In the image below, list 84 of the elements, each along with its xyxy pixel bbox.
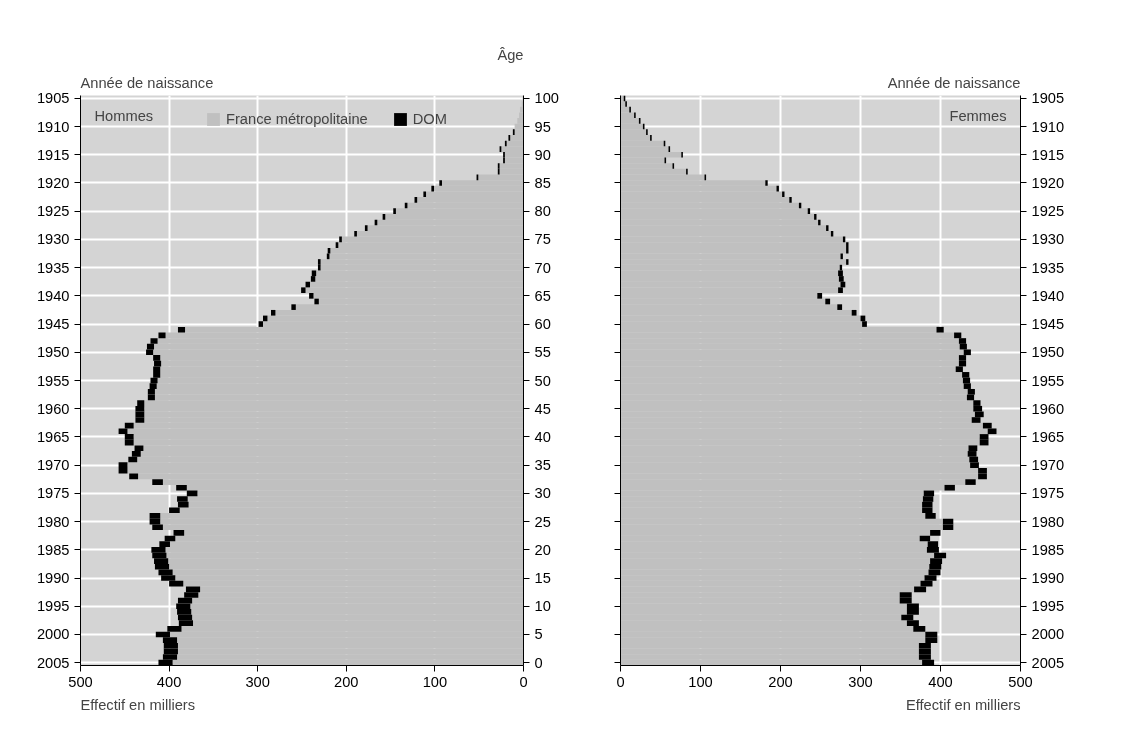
y2-tick-label: 10 xyxy=(534,598,551,615)
x-tick-label: 400 xyxy=(156,673,182,690)
y-tick-label: 1905 xyxy=(36,90,70,107)
y2-tick-label: 1915 xyxy=(1031,146,1065,163)
y2-tick-label: 1975 xyxy=(1031,485,1065,502)
x-tick-label: 0 xyxy=(616,673,625,690)
y2-tick-label: 1925 xyxy=(1031,203,1065,220)
y2-tick-label: 30 xyxy=(534,485,551,502)
y2-tick-label: 50 xyxy=(534,372,551,389)
y2-tick-label: 1965 xyxy=(1031,428,1065,445)
y2-axis-title: Âge xyxy=(497,46,524,63)
y2-tick-label: 1910 xyxy=(1031,118,1065,135)
y2-tick-label: 1990 xyxy=(1031,570,1065,587)
y2-tick-label: 2005 xyxy=(1031,654,1065,671)
y-tick-label: 1945 xyxy=(36,316,70,333)
annotation: Femmes xyxy=(949,107,1007,124)
y2-tick-label: 1955 xyxy=(1031,372,1065,389)
y2-tick-label: 1985 xyxy=(1031,541,1065,558)
x-tick-label: 200 xyxy=(334,673,359,690)
legend-label: France métropolitaine xyxy=(226,111,368,127)
y2-tick-label: 75 xyxy=(534,231,551,248)
y-tick-label: 2000 xyxy=(36,626,70,643)
y2-tick-label: 1930 xyxy=(1031,231,1065,248)
y-tick-label: 1980 xyxy=(36,513,70,530)
y2-tick-label: 2000 xyxy=(1031,626,1065,643)
y2-tick-label: 1935 xyxy=(1031,259,1065,276)
y-tick-label: 1975 xyxy=(36,485,70,502)
y-tick-label: 1930 xyxy=(36,231,70,248)
y-tick-label: 1950 xyxy=(36,344,70,361)
y2-tick-label: 1920 xyxy=(1031,174,1065,191)
y2-tick-label: 85 xyxy=(534,174,551,191)
y2-tick-label: 1960 xyxy=(1031,400,1065,417)
y2-tick-label: 45 xyxy=(534,400,551,417)
y2-tick-label: 0 xyxy=(534,654,543,671)
y-tick-label: 2005 xyxy=(36,654,70,671)
y2-tick-label: 80 xyxy=(534,203,551,220)
y-tick-label: 1970 xyxy=(36,457,70,474)
y-tick-label: 1960 xyxy=(36,400,70,417)
x-tick-label: 400 xyxy=(928,673,953,690)
y2-tick-label: 1980 xyxy=(1031,513,1065,530)
y2-tick-label: 25 xyxy=(534,513,551,530)
legend-label: DOM xyxy=(412,111,447,127)
y2-tick-label: 1950 xyxy=(1031,344,1065,361)
y2-tick-label: 1970 xyxy=(1031,457,1065,474)
y2-axis-title: Année de naissance xyxy=(887,74,1021,91)
x-tick-label: 500 xyxy=(1008,673,1033,690)
y2-tick-label: 1945 xyxy=(1031,316,1065,333)
annotation: Hommes xyxy=(94,107,154,124)
x-tick-label: 300 xyxy=(245,673,270,690)
y2-tick-label: 5 xyxy=(534,626,543,643)
y2-tick-label: 1905 xyxy=(1031,90,1065,107)
x-axis-title: Effectif en milliers xyxy=(905,696,1021,713)
y2-tick-label: 95 xyxy=(534,118,551,135)
y-tick-label: 1955 xyxy=(36,372,70,389)
y2-tick-label: 55 xyxy=(534,344,551,361)
y2-tick-label: 90 xyxy=(534,146,551,163)
y2-tick-label: 65 xyxy=(534,287,551,304)
y2-tick-label: 35 xyxy=(534,457,551,474)
x-tick-label: 100 xyxy=(422,673,448,690)
y2-tick-label: 60 xyxy=(534,316,551,333)
y2-tick-label: 1995 xyxy=(1031,598,1065,615)
x-tick-label: 200 xyxy=(768,673,793,690)
y2-tick-label: 40 xyxy=(534,428,551,445)
y-tick-label: 1915 xyxy=(36,146,70,163)
y2-tick-label: 100 xyxy=(534,90,559,107)
y-tick-label: 1925 xyxy=(36,203,70,220)
y2-tick-label: 15 xyxy=(534,570,551,587)
x-tick-label: 300 xyxy=(848,673,873,690)
y-tick-label: 1920 xyxy=(36,174,70,191)
y-tick-label: 1910 xyxy=(36,118,70,135)
y-tick-label: 1985 xyxy=(36,541,70,558)
y-tick-label: 1990 xyxy=(36,570,70,587)
y-tick-label: 1940 xyxy=(36,287,70,304)
y2-tick-label: 70 xyxy=(534,259,551,276)
y2-tick-label: 20 xyxy=(534,541,551,558)
y2-tick-label: 1940 xyxy=(1031,287,1065,304)
x-tick-label: 500 xyxy=(68,673,93,690)
x-axis-title: Effectif en milliers xyxy=(80,696,196,713)
y-tick-label: 1995 xyxy=(36,598,70,615)
y-tick-label: 1965 xyxy=(36,428,70,445)
x-tick-label: 0 xyxy=(519,673,528,690)
y-axis-title: Année de naissance xyxy=(80,74,214,91)
x-tick-label: 100 xyxy=(688,673,713,690)
y-tick-label: 1935 xyxy=(36,259,70,276)
